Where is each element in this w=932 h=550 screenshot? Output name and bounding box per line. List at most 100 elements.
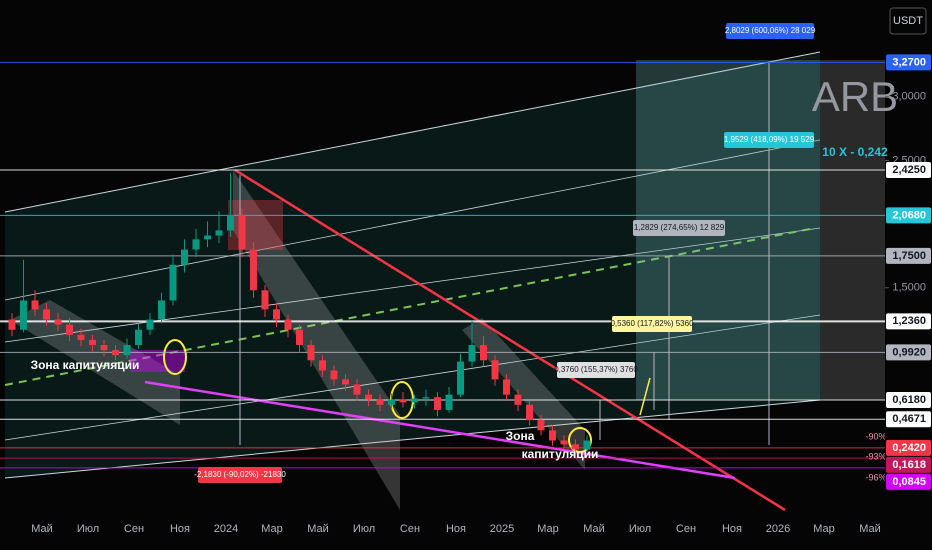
candle-body (204, 235, 211, 240)
x-tick-label: Сен (676, 523, 696, 535)
candle-body (514, 394, 522, 405)
price-label: 2,0680 (892, 209, 926, 221)
x-tick-label: Май (307, 523, 329, 535)
annotation-box (726, 23, 814, 39)
candle-body (549, 430, 556, 441)
candle-body (330, 370, 338, 380)
candle-body (227, 215, 234, 231)
channel-line (4, 51, 821, 213)
y-tick-label: 1,5000 (892, 282, 926, 294)
annotation: Зона капитуляции (31, 358, 140, 372)
annotation-box (612, 316, 692, 332)
axes: 3,00002,50001,50003,27002,42502,06801,75… (31, 54, 931, 535)
annotation: 1,9529 (418,09%) 19 529 (724, 135, 815, 144)
price-label-box (886, 473, 931, 490)
falling-channel (233, 170, 400, 510)
x-tick-label: Июл (629, 523, 651, 535)
candle-body (399, 399, 407, 403)
price-label: 3,2700 (892, 56, 926, 68)
x-tick-label: Июл (353, 523, 375, 535)
candle-body (8, 319, 16, 330)
annotation: 2,8029 (600,06%) 28 029 (725, 26, 816, 35)
price-label: 2,4250 (892, 164, 926, 176)
candle-body (192, 239, 200, 250)
candle-body (66, 324, 73, 335)
annotation-box (557, 362, 635, 378)
candle-body (537, 420, 545, 431)
x-tick-label: Май (583, 523, 605, 535)
x-tick-label: 2025 (490, 523, 514, 535)
price-label: 0,4671 (892, 413, 926, 425)
midline (4, 227, 816, 386)
x-tick-label: Июл (77, 523, 99, 535)
annotation: Зона (506, 429, 535, 443)
x-tick-label: Сен (400, 523, 420, 535)
time-axis (0, 512, 932, 550)
candle-body (560, 440, 568, 445)
price-label: 0,2420 (892, 442, 926, 454)
highlight-box (130, 350, 185, 372)
candle-body (54, 319, 62, 325)
candle-body (123, 345, 131, 356)
circle-mark (568, 427, 592, 453)
candle-body (491, 360, 499, 380)
candle-body (388, 399, 395, 405)
candle-body (238, 215, 246, 250)
price-label-box (886, 439, 931, 456)
price-label-box (886, 344, 931, 361)
candle-body (181, 249, 188, 265)
candle-body (135, 329, 142, 346)
price-label: 0,0845 (892, 476, 926, 488)
candle-body (307, 345, 315, 361)
candle-body (215, 230, 223, 236)
trendline (234, 168, 786, 512)
falling-channel (10, 300, 180, 425)
price-label: 0,1618 (892, 459, 926, 471)
price-label: 0,9920 (892, 346, 926, 358)
annotations: Зона капитуляции Зона капитуляции 2,8029 (6… (31, 23, 887, 483)
channel-line (4, 399, 821, 479)
price-label-box (886, 411, 931, 428)
annotation-box (198, 467, 282, 483)
candle-body (411, 398, 418, 403)
price-label: 0,6180 (892, 394, 926, 406)
currency: USDT (893, 15, 923, 27)
currency-box (889, 7, 927, 35)
candle-body (146, 319, 154, 330)
annotation: -90% (865, 431, 886, 441)
annotation: -2,1830 (-90,02%) -21830 (194, 470, 286, 479)
candle-body (31, 300, 39, 310)
x-tick-label: Мар (537, 523, 559, 535)
price-label-box (886, 207, 931, 224)
candle-body (261, 290, 269, 310)
candle-body (112, 350, 119, 356)
candle-body (434, 397, 441, 410)
channel-line (4, 227, 821, 343)
x-tick-label: 2024 (214, 523, 238, 535)
candle-body (468, 345, 476, 362)
price-label-box (886, 392, 931, 409)
x-tick-label: Ноя (170, 523, 190, 535)
candle-body (296, 329, 303, 346)
candle-body (526, 404, 533, 421)
candle-body (273, 309, 280, 320)
price-label-box (886, 313, 931, 330)
candle-body (250, 249, 257, 291)
candle-body (284, 319, 292, 330)
highlight-box (228, 200, 283, 250)
candles (8, 173, 591, 454)
price-label: 1,7500 (892, 250, 926, 262)
candle-body (583, 440, 591, 450)
y-tick-label: 3,0000 (892, 91, 926, 103)
annotation: 0,5360 (117,82%) 5360 (610, 319, 694, 328)
x-tick-label: Мар (261, 523, 283, 535)
arrow (639, 377, 651, 416)
annotation: капитуляции (522, 447, 599, 461)
x-tick-label: 2026 (766, 523, 790, 535)
price-label: 1,2360 (892, 315, 926, 327)
price-label-box (886, 247, 931, 264)
annotation: 1,2829 (274,65%) 12 829 (634, 223, 725, 232)
target-note: 10 X - 0,242 (822, 145, 888, 159)
annotation-box (724, 132, 814, 148)
